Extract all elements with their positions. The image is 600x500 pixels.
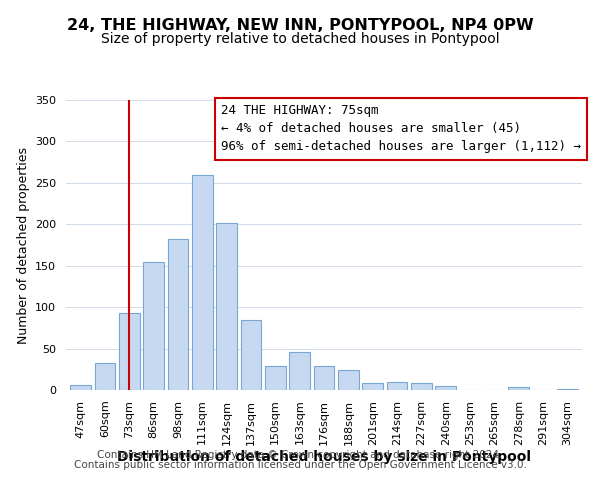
Text: Contains public sector information licensed under the Open Government Licence v3: Contains public sector information licen… (74, 460, 526, 469)
Bar (411, 384, 432, 390)
Text: 24, THE HIGHWAY, NEW INN, PONTYPOOL, NP4 0PW: 24, THE HIGHWAY, NEW INN, PONTYPOOL, NP4… (67, 18, 533, 32)
Bar (362, 384, 383, 390)
Bar (338, 370, 359, 390)
Bar (70, 385, 91, 390)
Bar (119, 313, 140, 390)
Bar (386, 382, 407, 390)
Bar (241, 320, 262, 390)
Bar (314, 366, 334, 390)
Bar (289, 352, 310, 390)
Bar (167, 239, 188, 390)
Bar (95, 364, 115, 390)
Bar (216, 222, 237, 390)
Text: 24 THE HIGHWAY: 75sqm
← 4% of detached houses are smaller (45)
96% of semi-detac: 24 THE HIGHWAY: 75sqm ← 4% of detached h… (221, 104, 581, 154)
X-axis label: Distribution of detached houses by size in Pontypool: Distribution of detached houses by size … (117, 450, 531, 464)
Text: Size of property relative to detached houses in Pontypool: Size of property relative to detached ho… (101, 32, 499, 46)
Y-axis label: Number of detached properties: Number of detached properties (17, 146, 29, 344)
Bar (557, 389, 578, 390)
Bar (508, 386, 529, 390)
Bar (192, 174, 212, 390)
Bar (143, 262, 164, 390)
Text: Contains HM Land Registry data © Crown copyright and database right 2024.: Contains HM Land Registry data © Crown c… (97, 450, 503, 460)
Bar (265, 366, 286, 390)
Bar (436, 386, 456, 390)
